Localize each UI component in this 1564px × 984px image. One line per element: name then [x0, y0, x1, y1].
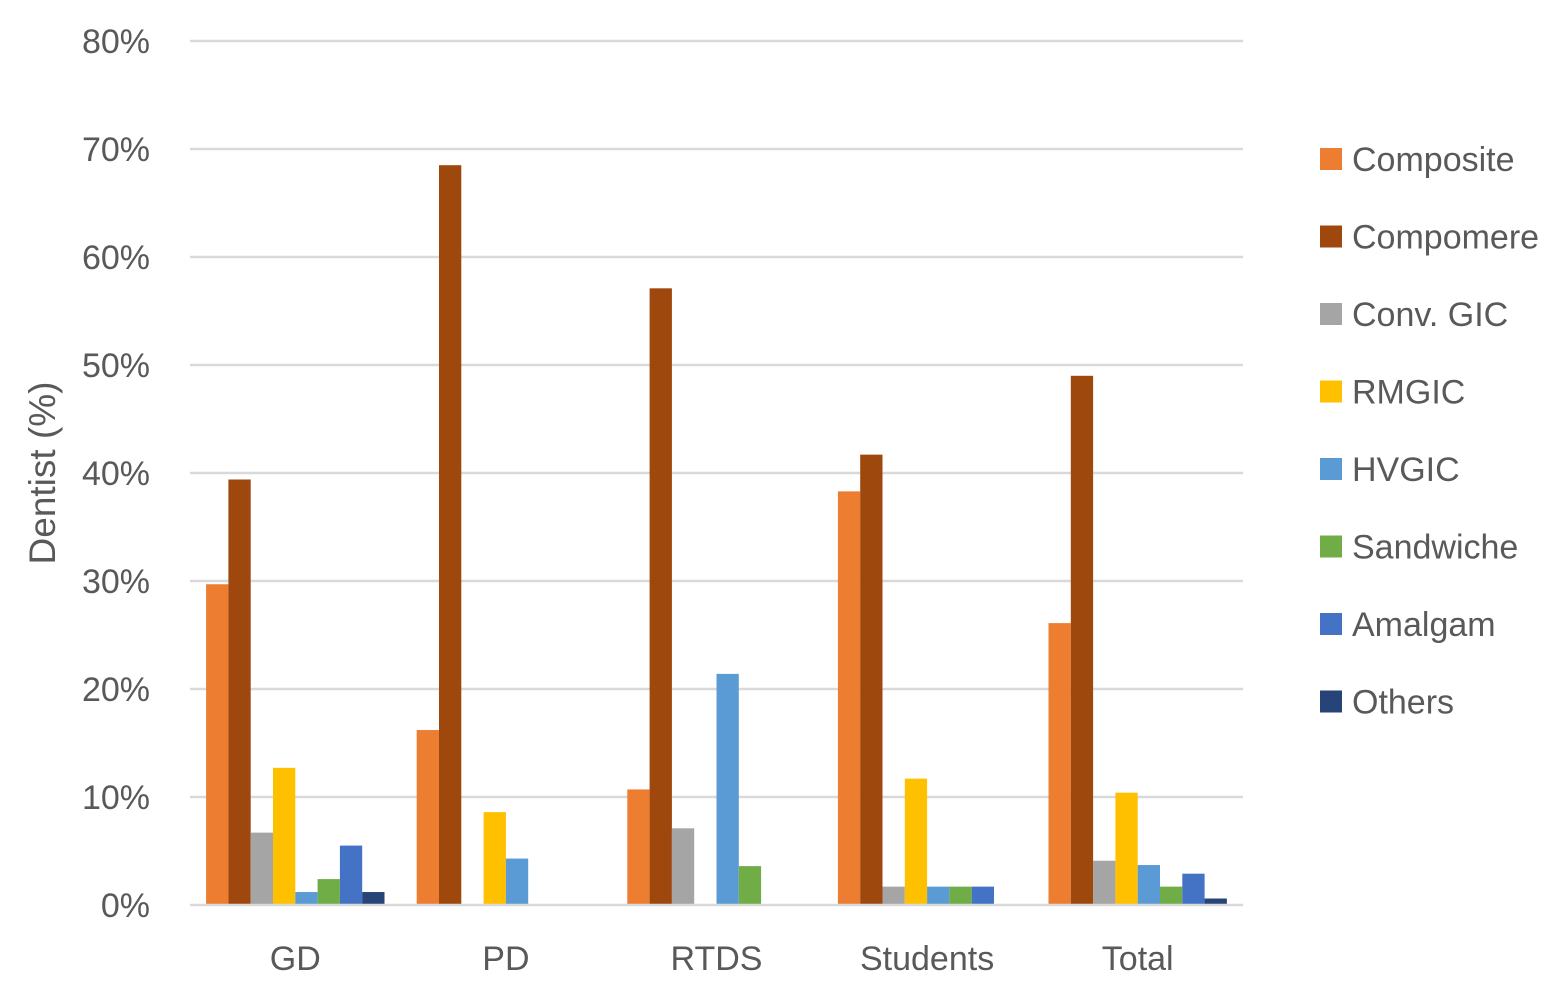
- bar-rmgic-gd: [273, 767, 296, 905]
- bar-sandwiche-gd: [317, 879, 340, 905]
- bar-composite-total: [1048, 623, 1071, 905]
- legend-label: HVGIC: [1352, 451, 1460, 489]
- legend-swatch: [1320, 458, 1342, 480]
- bar-compomere-gd: [228, 479, 251, 905]
- legend-swatch: [1320, 303, 1342, 325]
- bar-hvgic-total: [1137, 865, 1160, 905]
- bar-hvgic-rtds: [716, 673, 739, 905]
- y-tick-label: 20%: [82, 671, 150, 709]
- legend-swatch: [1320, 613, 1342, 635]
- legend: Composite Compomere Conv. GIC RMGIC HVGIC San…: [1320, 141, 1539, 722]
- bar-compomere-rtds: [649, 288, 672, 905]
- x-category-label: PD: [482, 940, 529, 978]
- x-category-label: Total: [1102, 940, 1174, 978]
- bar-sandwiche-students: [949, 886, 972, 905]
- legend-swatch: [1320, 225, 1342, 248]
- bar-hvgic-gd: [295, 892, 318, 905]
- bar-composite-pd: [416, 730, 439, 905]
- legend-label: Composite: [1352, 141, 1515, 179]
- x-category-label: GD: [270, 940, 321, 978]
- x-category-label: Students: [860, 940, 994, 978]
- bar-conv-gic-rtds: [671, 828, 695, 905]
- bar-others-gd: [362, 892, 385, 905]
- y-tick-label: 40%: [82, 455, 150, 493]
- bar-sandwiche-total: [1160, 886, 1183, 905]
- bar-rmgic-students: [904, 778, 928, 905]
- y-tick-label: 50%: [82, 347, 150, 385]
- y-tick-label: 0%: [101, 887, 150, 925]
- bar-rmgic-total: [1115, 792, 1138, 905]
- bar-compomere-total: [1070, 375, 1094, 905]
- y-tick-label: 70%: [82, 131, 150, 169]
- x-category-label: RTDS: [671, 940, 763, 978]
- legend-swatch: [1320, 148, 1342, 170]
- axes: 0% 10% 20% 30% 40% 50% 60% 70% 80% GD PD RTDS Studen…: [82, 23, 1243, 978]
- bar-rmgic-pd: [483, 812, 506, 905]
- legend-label: Sandwiche: [1352, 529, 1518, 567]
- bar-amalgam-students: [971, 886, 994, 905]
- bar-composite-students: [837, 491, 861, 905]
- legend-label: RMGIC: [1352, 374, 1465, 412]
- legend-label: Conv. GIC: [1352, 296, 1508, 334]
- y-tick-label: 30%: [82, 563, 150, 601]
- bar-amalgam-total: [1182, 873, 1205, 905]
- bar-compomere-pd: [439, 165, 462, 905]
- legend-label: Compomere: [1352, 219, 1539, 257]
- legend-swatch: [1320, 690, 1342, 713]
- y-axis-title: Dentist (%): [22, 382, 63, 565]
- bar-hvgic-students: [927, 886, 950, 905]
- bar-composite-gd: [206, 584, 229, 905]
- bar-hvgic-pd: [505, 858, 529, 905]
- bar-conv-gic-students: [882, 886, 905, 905]
- y-tick-label: 10%: [82, 779, 150, 817]
- bar-sandwiche-rtds: [738, 866, 762, 905]
- legend-swatch: [1320, 380, 1342, 403]
- y-tick-label: 80%: [82, 23, 150, 61]
- legend-label: Others: [1352, 684, 1454, 722]
- bar-conv-gic-gd: [250, 832, 273, 905]
- bar-compomere-students: [860, 454, 883, 905]
- bar-composite-rtds: [627, 789, 650, 905]
- bar-amalgam-gd: [339, 845, 363, 905]
- bar-conv-gic-total: [1093, 860, 1116, 905]
- gridlines: [190, 39, 1243, 799]
- legend-label: Amalgam: [1352, 606, 1496, 644]
- bars: [206, 165, 1227, 905]
- y-tick-label: 60%: [82, 239, 150, 277]
- legend-swatch: [1320, 535, 1342, 558]
- bar-others-total: [1204, 898, 1227, 905]
